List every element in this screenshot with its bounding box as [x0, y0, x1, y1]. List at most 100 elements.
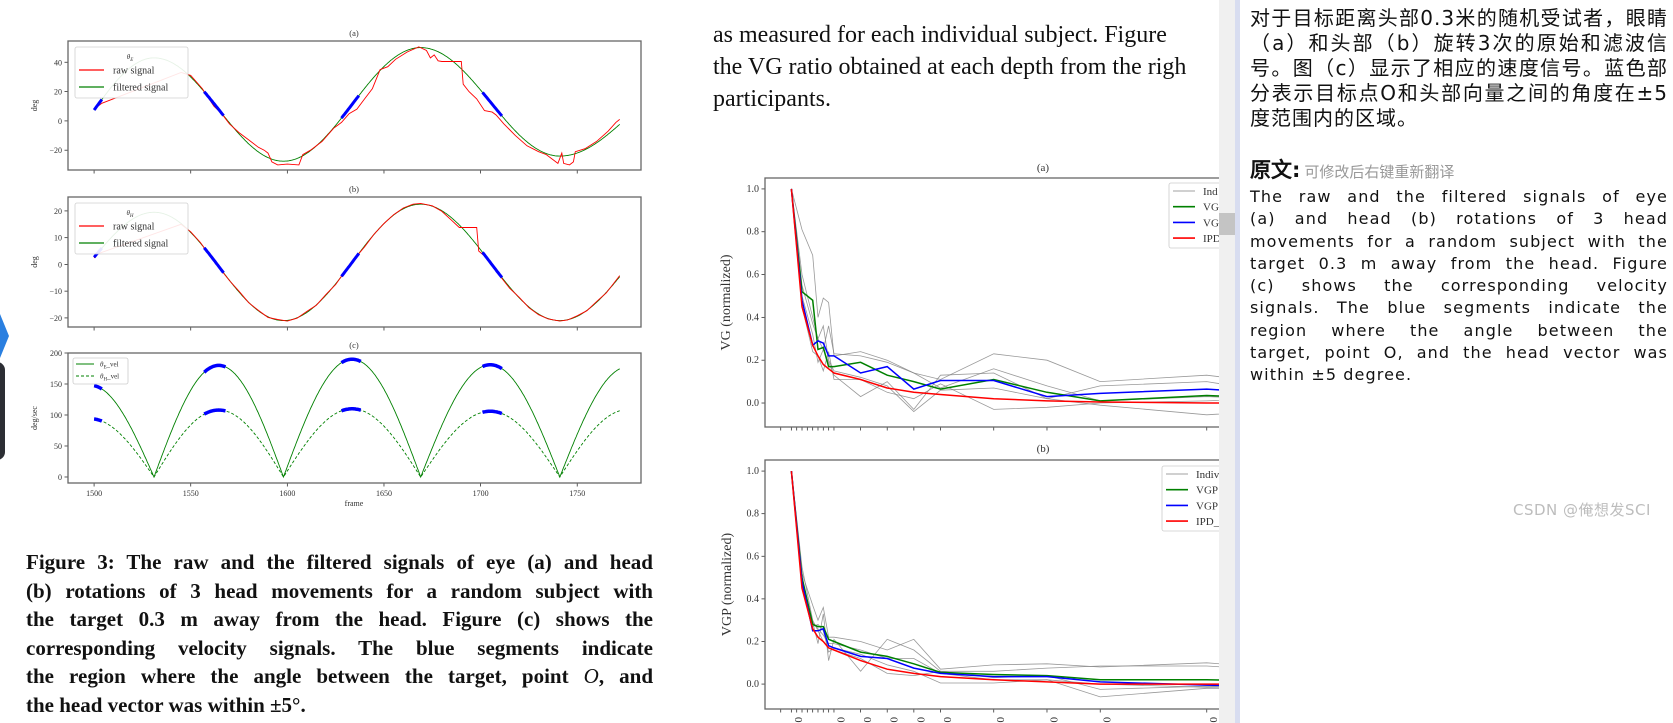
y-tick-label: 40	[54, 58, 62, 67]
chart-title: (b)	[349, 184, 359, 194]
x-tick-label: 0	[914, 717, 926, 723]
pdf-scrollbar-thumb[interactable]	[1219, 213, 1235, 235]
highlight-segment	[340, 252, 361, 278]
individual-series-line	[791, 471, 1219, 670]
floating-widget-icon[interactable]	[0, 314, 9, 358]
en-line: (c) shows the corresponding velocity	[1250, 276, 1668, 296]
legend-label: VGP	[1196, 485, 1218, 497]
y-axis-label: deg	[30, 100, 39, 112]
original-label: 原文:	[1250, 158, 1301, 182]
y-tick-label: −20	[49, 314, 62, 323]
watermark: CSDN @俺想发SCI	[1513, 501, 1651, 519]
legend-label: IPD_	[1196, 516, 1219, 528]
y-tick-label: 0.2	[747, 355, 760, 366]
body-line: participants.	[713, 86, 831, 112]
highlight-segment	[93, 383, 103, 391]
mean-series-line	[790, 471, 1219, 681]
x-tick-label: 0	[1207, 717, 1219, 723]
legend-label: filtered signal	[113, 239, 168, 250]
plot-frame	[67, 196, 642, 328]
highlight-segment	[203, 408, 226, 416]
highlight-segment	[203, 246, 225, 274]
en-line: signals. The blue segments indicate the	[1250, 298, 1668, 318]
floating-sidebar-handle[interactable]	[0, 362, 5, 460]
caption-line: the region where the angle between the t…	[26, 662, 653, 691]
individual-series-line	[791, 471, 1219, 690]
legend-label: θH_vel	[100, 373, 119, 383]
pdf-scrollbar-track[interactable]	[1219, 0, 1235, 723]
caption-line: the head vector was within ±5°.	[26, 692, 306, 717]
y-axis-label: deg/sec	[30, 406, 39, 430]
individual-series-line	[791, 188, 1219, 411]
x-tick-label: 1600	[279, 489, 295, 498]
highlight-segment	[340, 94, 361, 119]
caption-text: , and	[598, 664, 654, 689]
plot-frame	[764, 177, 1219, 428]
chart-1: (a) −20 0 20 40 deg θE raw signal filtered signa…	[30, 28, 642, 174]
legend: Indiv VGP VGP IPD_	[1161, 465, 1219, 532]
panel-divider[interactable]	[1235, 0, 1240, 723]
chart-title: (b)	[1037, 443, 1050, 455]
x-tick-label: 0	[1101, 717, 1113, 723]
zh-line: 分表示目标点O和头部向量之间的角度在±5	[1250, 81, 1668, 105]
plot-frame	[764, 459, 1219, 710]
legend-label: Ind	[1203, 186, 1218, 198]
chart-5: (b) 0.0 0.2 0.4 0.6 0.8 1.0 0 0 0 0 0 0 0 0 0 0 VGP (norm…	[720, 443, 1219, 723]
y-tick-label: 20	[54, 207, 62, 216]
legend-label: raw signal	[113, 66, 155, 77]
y-tick-label: 100	[50, 411, 62, 420]
legend-box	[1161, 465, 1219, 532]
y-tick-label: 0	[58, 260, 62, 269]
en-line: target, point O, and the head vector was	[1250, 343, 1668, 363]
individual-series-line	[791, 471, 1219, 672]
caption-italic-o: O	[583, 664, 599, 689]
x-tick-label: 1500	[86, 489, 102, 498]
mean-series-line	[790, 188, 1219, 402]
y-tick-label: 200	[50, 349, 62, 358]
zh-line: 号。图（c）显示了相应的速度信号。蓝色部	[1250, 56, 1668, 80]
plot-frame	[67, 40, 642, 171]
plot-frame	[67, 352, 642, 484]
raw-signal-line	[93, 202, 621, 322]
highlight-segment	[481, 91, 504, 117]
legend-title-subscript: E	[129, 58, 133, 63]
y-tick-label: 0.0	[747, 398, 760, 409]
y-tick-label: 0.4	[747, 312, 760, 323]
individual-series-line	[791, 188, 1219, 410]
y-tick-label: −10	[49, 287, 62, 296]
highlight-segment	[481, 363, 503, 371]
highlight-segment	[93, 417, 103, 423]
translation-result[interactable]: 对于目标距离头部0.3米的随机受试者，眼睛 （a）和头部（b）旋转3次的原始和滤…	[1250, 6, 1668, 131]
legend-subscript: H	[103, 378, 107, 383]
chart-title: (a)	[1037, 162, 1050, 174]
original-text-editor[interactable]: The raw and the filtered signals of eye …	[1250, 186, 1668, 387]
highlight-segment	[481, 409, 503, 416]
legend-title-subscript: H	[129, 214, 134, 219]
model-series-line	[790, 188, 1219, 404]
plot-area	[790, 188, 1219, 416]
highlight-segment	[203, 90, 225, 117]
model-series-line	[790, 471, 1219, 685]
legend: θH raw signal filtered signal	[74, 202, 189, 255]
plot-area	[93, 357, 620, 479]
x-tick-label: 0	[994, 717, 1006, 723]
y-tick-label: 10	[54, 234, 62, 243]
legend-box	[1168, 182, 1219, 249]
en-line: movements for a random subject with the	[1250, 231, 1668, 251]
paper-body-text: as measured for each individual subject.…	[713, 19, 1219, 115]
y-tick-label: 0	[58, 117, 62, 126]
original-text-header: 原文: 可修改后右键重新翻译	[1250, 154, 1454, 184]
legend-label: filtered signal	[113, 83, 168, 94]
y-tick-label: 20	[54, 88, 62, 97]
body-line: as measured for each individual subject.…	[713, 22, 1167, 48]
chart-title: (c)	[349, 340, 359, 350]
legend-label: raw signal	[113, 222, 155, 233]
plot-area	[92, 202, 621, 322]
chart-2: (b) −20 −10 0 10 20 deg θH raw signal filtered si…	[30, 184, 642, 331]
x-tick-label: 1650	[376, 489, 392, 498]
y-tick-label: 0	[58, 473, 62, 482]
en-line: (a) and head (b) rotations of 3 head	[1250, 209, 1668, 229]
zh-line: 对于目标距离头部0.3米的随机受试者，眼睛	[1250, 6, 1668, 30]
individual-series-line	[791, 188, 1219, 402]
